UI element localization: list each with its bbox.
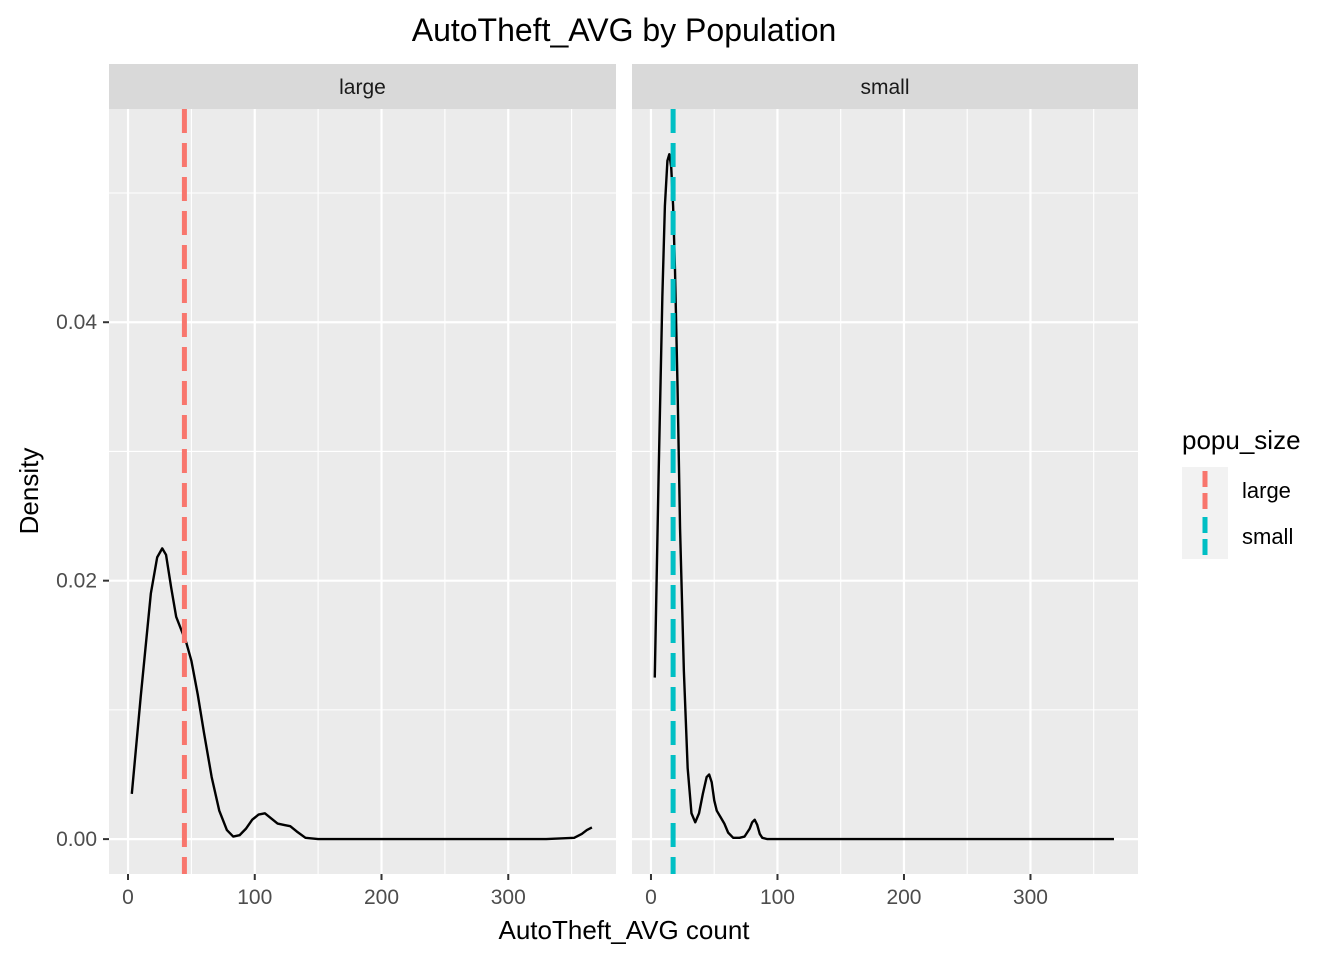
y-axis-label: Density: [14, 448, 44, 535]
y-axis: 0.00 0.02 0.04: [56, 311, 109, 851]
density-curve-large: [130, 547, 593, 841]
panel-small: small 0 100 200 300: [632, 64, 1138, 909]
legend-label: large: [1242, 478, 1291, 503]
panel-background: [109, 109, 616, 874]
facet-panels: large 0 100 200 300 small 0 100 200 300: [109, 64, 1138, 909]
legend-label: small: [1242, 524, 1293, 549]
x-tick-label: 100: [760, 886, 795, 909]
facet-strip-label: small: [860, 76, 909, 99]
panel-background: [632, 109, 1138, 874]
legend-title: popu_size: [1182, 425, 1301, 455]
x-tick-label: 0: [645, 886, 657, 909]
facet-strip: [109, 64, 616, 109]
x-tick-label: 200: [886, 886, 921, 909]
x-tick-label: 200: [364, 886, 399, 909]
y-tick-label: 0.02: [56, 570, 97, 593]
chart-title: AutoTheft_AVG by Population: [412, 12, 837, 48]
legend: popu_size large small: [1182, 425, 1301, 559]
y-tick-label: 0.04: [56, 311, 97, 334]
x-tick-label: 300: [1013, 886, 1048, 909]
x-axis-label: AutoTheft_AVG count: [499, 915, 751, 945]
facet-strip: [632, 64, 1138, 109]
legend-item-small: small: [1182, 513, 1293, 559]
facet-strip-label: large: [339, 76, 386, 99]
y-tick-label: 0.00: [56, 828, 97, 851]
legend-item-large: large: [1182, 467, 1291, 513]
panel-large: large 0 100 200 300: [109, 64, 616, 909]
x-tick-label: 300: [491, 886, 526, 909]
x-tick-label: 100: [237, 886, 272, 909]
x-tick-label: 0: [122, 886, 134, 909]
